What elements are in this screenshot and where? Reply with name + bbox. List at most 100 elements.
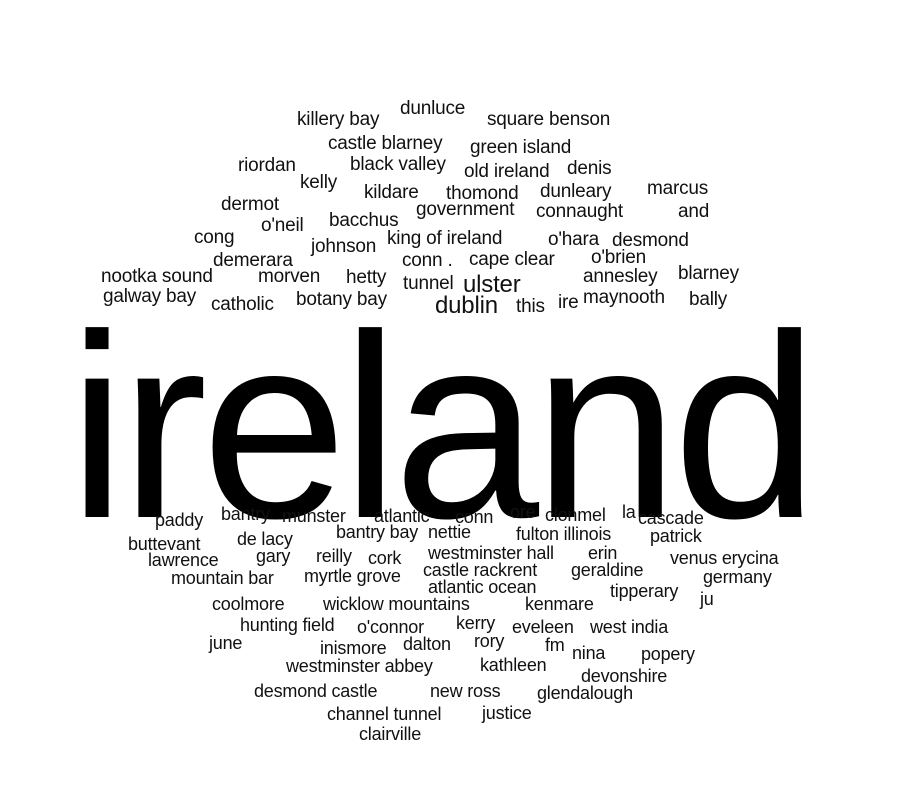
cloud-word: dunluce — [400, 98, 466, 119]
cloud-word: bantry — [221, 504, 270, 524]
cloud-word: rory — [474, 631, 505, 651]
cloud-word: black valley — [350, 154, 446, 175]
cloud-word: dermot — [221, 194, 279, 215]
cloud-word: ju — [700, 589, 714, 609]
cloud-word: ulster — [463, 271, 521, 298]
cloud-word: wicklow mountains — [323, 594, 470, 614]
cloud-word: kerry — [456, 613, 495, 633]
cloud-word: o'brien — [591, 247, 647, 268]
cloud-word: o'hara — [548, 229, 600, 250]
cloud-word: atlantic — [374, 506, 430, 526]
cloud-word: mountain bar — [171, 568, 274, 588]
cloud-word: channel tunnel — [327, 704, 442, 724]
cloud-word: demerara — [213, 250, 293, 271]
cloud-word: justice — [482, 703, 532, 723]
cloud-word: nina — [572, 643, 606, 663]
cloud-word: atlantic ocean — [428, 577, 537, 597]
cloud-word: west india — [590, 617, 669, 637]
cloud-word: de lacy — [237, 529, 293, 549]
cloud-word: hetty — [346, 267, 387, 288]
cloud-word: eveleen — [512, 617, 574, 637]
cloud-word: cork — [368, 548, 402, 568]
cloud-word: government — [416, 199, 515, 220]
cloud-word: buttevant — [128, 534, 201, 554]
cloud-word: galway bay — [103, 286, 197, 307]
cloud-word: fm — [545, 635, 565, 655]
main-word: ireland — [68, 280, 819, 573]
cloud-word: green island — [470, 137, 572, 158]
cloud-word: fulton illinois — [516, 524, 612, 544]
cloud-word: kildare — [364, 182, 419, 203]
cloud-word: square benson — [487, 109, 611, 130]
cloud-word: ore — [510, 502, 536, 522]
cloud-word: glendalough — [537, 683, 633, 703]
cloud-word: germany — [703, 567, 772, 587]
cloud-word: lawrence — [148, 550, 219, 570]
cloud-word: dublin — [435, 292, 498, 319]
cloud-word: reilly — [316, 546, 352, 566]
cloud-word: westminster hall — [428, 543, 554, 563]
cloud-word: dalton — [403, 634, 451, 654]
cloud-word: hunting field — [240, 615, 335, 635]
cloud-word: thomond — [446, 183, 519, 204]
cloud-word: marcus — [647, 178, 709, 199]
cloud-word: patrick — [650, 526, 702, 546]
cloud-word: geraldine — [571, 560, 644, 580]
cloud-word: catholic — [211, 294, 274, 315]
cloud-word: cascade — [638, 508, 704, 528]
cloud-word: westminster abbey — [286, 656, 433, 676]
cloud-word: cape clear — [469, 249, 555, 270]
cloud-word: erin — [588, 543, 618, 563]
cloud-word: annesley — [583, 266, 658, 287]
cloud-word: nettie — [428, 522, 471, 542]
cloud-word: killery bay — [297, 109, 380, 130]
cloud-word: bally — [689, 289, 728, 310]
cloud-word: popery — [641, 644, 695, 664]
cloud-word: venus erycina — [670, 548, 779, 568]
cloud-word: tipperary — [610, 581, 679, 601]
cloud-word: coolmore — [212, 594, 285, 614]
cloud-word: munster — [282, 506, 346, 526]
cloud-word: botany bay — [296, 289, 387, 310]
cloud-word: conn — [455, 507, 494, 527]
cloud-word: desmond — [612, 230, 689, 251]
cloud-word: nootka sound — [101, 266, 213, 287]
cloud-word: kathleen — [480, 655, 547, 675]
cloud-word: new ross — [430, 681, 501, 701]
cloud-word: connaught — [536, 201, 623, 222]
cloud-word: cong — [194, 227, 235, 248]
cloud-word: myrtle grove — [304, 566, 401, 586]
cloud-word: this — [516, 296, 545, 317]
cloud-word: desmond castle — [254, 681, 378, 701]
cloud-word: maynooth — [583, 287, 665, 308]
cloud-word: kenmare — [525, 594, 594, 614]
cloud-word: and — [678, 201, 710, 222]
cloud-word: june — [209, 633, 243, 653]
cloud-word: castle blarney — [328, 133, 443, 154]
cloud-word: castle rackrent — [423, 560, 538, 580]
cloud-word: old ireland — [464, 161, 550, 182]
cloud-word: o'neil — [261, 215, 304, 236]
cloud-word: tunnel — [403, 273, 454, 294]
cloud-word: denis — [567, 158, 612, 179]
cloud-word: bantry bay — [336, 522, 419, 542]
cloud-word: la — [622, 502, 636, 522]
cloud-word: morven — [258, 266, 321, 287]
cloud-word: blarney — [678, 263, 739, 284]
cloud-word: johnson — [311, 236, 377, 257]
cloud-word: paddy — [155, 510, 204, 530]
cloud-word: dunleary — [540, 181, 612, 202]
cloud-word: clairville — [359, 724, 422, 744]
cloud-word: kelly — [300, 172, 338, 193]
cloud-word: clonmel — [545, 505, 606, 525]
cloud-word: bacchus — [329, 210, 399, 231]
cloud-word: o'connor — [357, 617, 424, 637]
cloud-word: devonshire — [581, 666, 668, 686]
cloud-word: riordan — [238, 155, 296, 176]
cloud-word: gary — [256, 546, 291, 566]
cloud-word: ire — [558, 292, 579, 313]
cloud-word: king of ireland — [387, 228, 503, 249]
cloud-word: inismore — [320, 638, 387, 658]
cloud-word: conn . — [402, 250, 453, 271]
